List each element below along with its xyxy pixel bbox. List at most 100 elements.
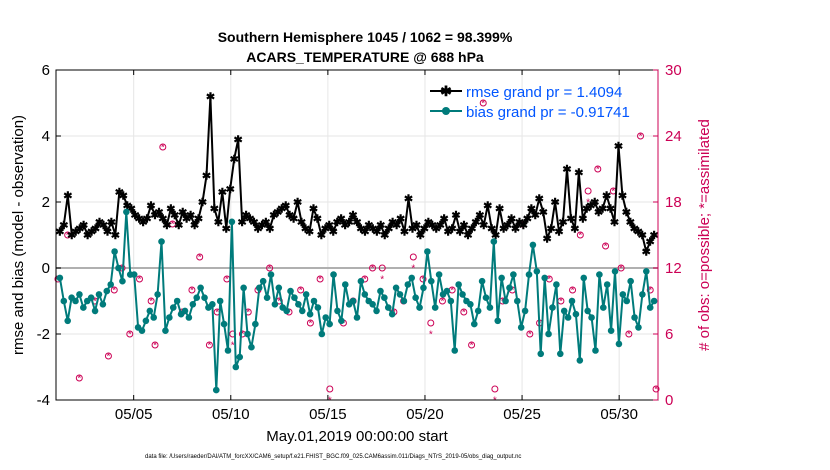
rmse-point: ✱ <box>412 220 421 232</box>
rmse-point: ✱ <box>618 190 627 202</box>
rmse-point: ✱ <box>638 230 647 242</box>
bias-point <box>240 284 247 292</box>
rmse-point: ✱ <box>566 214 575 226</box>
obs-assimilated-marker: * <box>380 275 384 286</box>
bias-point <box>158 238 165 245</box>
obs-possible-marker <box>646 286 654 294</box>
obs-assimilated-marker: * <box>571 286 575 297</box>
x-tick-label: 05/15 <box>309 406 347 423</box>
rmse-point: ✱ <box>317 230 326 242</box>
obs-assimilated-marker: * <box>639 132 643 143</box>
obs-assimilated-marker: * <box>654 385 658 396</box>
bias-point <box>91 307 99 315</box>
bias-point <box>138 327 146 335</box>
bias-point <box>341 281 349 288</box>
y2-tick-label: 12 <box>665 260 682 277</box>
bias-point <box>443 287 451 295</box>
plot-area <box>56 70 658 400</box>
obs-possible-marker <box>569 286 577 294</box>
obs-assimilated-marker: * <box>308 319 312 330</box>
rmse-point: ✱ <box>356 223 365 235</box>
rmse-point: ✱ <box>547 223 556 235</box>
obs-possible-marker <box>409 253 417 261</box>
obs-assimilated-marker: * <box>470 341 474 352</box>
chart-title: Southern Hemisphere 1045 / 1062 = 98.399… <box>218 29 513 65</box>
bias-point <box>451 347 459 354</box>
obs-assimilated-marker: * <box>198 253 202 264</box>
rmse-point: ✱ <box>111 230 120 242</box>
obs-assimilated-marker: * <box>559 297 563 308</box>
obs-possible-marker <box>584 187 592 195</box>
bias-point <box>330 271 337 278</box>
rmse-point: ✱ <box>238 217 247 229</box>
obs-assimilated-marker: * <box>190 286 194 297</box>
rmse-point: ✱ <box>590 197 599 209</box>
rmse-point: ✱ <box>467 223 476 235</box>
bias-point <box>263 294 271 302</box>
obs-possible-marker <box>438 297 446 305</box>
obs-possible-marker <box>637 132 645 140</box>
bias-point <box>494 317 502 325</box>
bias-point <box>150 314 158 321</box>
rmse-point: ✱ <box>269 210 278 222</box>
y2-tick-label: 18 <box>665 194 682 211</box>
legend-rmse-label: rmse grand pr = 1.4094 <box>466 84 622 101</box>
legend-bias-label: bias grand pr = -0.91741 <box>466 104 630 121</box>
bias-point <box>623 297 631 305</box>
rmse-point: ✱ <box>329 227 338 239</box>
bias-point <box>642 268 650 275</box>
rmse-point: ✱ <box>71 227 80 239</box>
rmse-point: ✱ <box>337 214 346 226</box>
bias-point <box>556 350 564 358</box>
bias-point <box>357 277 365 285</box>
rmse-point: ✱ <box>364 220 373 232</box>
bias-point <box>521 307 529 315</box>
obs-assimilated-marker: * <box>171 220 175 231</box>
rmse-point: ✱ <box>170 210 179 222</box>
obs-possible-marker <box>151 341 159 349</box>
obs-possible-marker <box>526 330 534 338</box>
obs-assimilated-marker: * <box>161 143 165 154</box>
bias-point <box>377 287 384 295</box>
rmse-series-line <box>59 96 655 255</box>
obs-assimilated-marker: * <box>341 319 345 330</box>
obs-possible-marker <box>110 286 118 294</box>
bias-point <box>306 310 314 318</box>
rmse-point: ✱ <box>142 214 151 226</box>
bias-point <box>373 307 380 315</box>
x-tick-label: 05/30 <box>600 406 638 423</box>
rmse-point: ✱ <box>348 210 357 222</box>
bias-point <box>588 314 595 321</box>
x-axis-label: May.01,2019 00:00:00 start <box>266 428 448 445</box>
rmse-point: ✱ <box>135 214 144 226</box>
obs-assimilated-marker: * <box>153 341 157 352</box>
y-tick-label: 4 <box>42 128 50 145</box>
y-tick-label: 0 <box>42 260 50 277</box>
rmse-point: ✱ <box>79 220 88 232</box>
obs-possible-marker <box>75 374 83 382</box>
obs-assimilated-marker: * <box>411 264 415 275</box>
rmse-point: ✱ <box>257 220 266 232</box>
bias-point <box>166 314 173 321</box>
obs-possible-marker <box>479 99 487 107</box>
rmse-point: ✱ <box>63 190 72 202</box>
bias-point <box>611 268 619 275</box>
bias-point <box>220 320 228 328</box>
series-lines: ✱✱✱✱✱✱✱✱✱✱✱✱✱✱✱✱✱✱✱✱✱✱✱✱✱✱✱✱✱✱✱✱✱✱✱✱✱✱✱✱… <box>55 91 659 394</box>
rmse-point: ✱ <box>570 223 579 235</box>
rmse-point: ✱ <box>174 220 183 232</box>
obs-possible-marker <box>594 165 602 173</box>
obs-possible-marker <box>169 220 177 228</box>
rmse-point: ✱ <box>610 217 619 229</box>
obs-assimilated-marker: * <box>363 275 367 286</box>
bias-point <box>482 294 490 302</box>
obs-possible-marker <box>297 286 305 294</box>
bias-point <box>154 291 161 298</box>
rmse-point: ✱ <box>206 91 215 103</box>
obs-possible-marker <box>427 319 435 327</box>
rmse-point: ✱ <box>55 227 64 239</box>
bias-point <box>353 314 361 321</box>
rmse-point: ✱ <box>511 223 520 235</box>
obs-possible-marker <box>147 297 155 305</box>
rmse-point: ✱ <box>91 223 100 235</box>
